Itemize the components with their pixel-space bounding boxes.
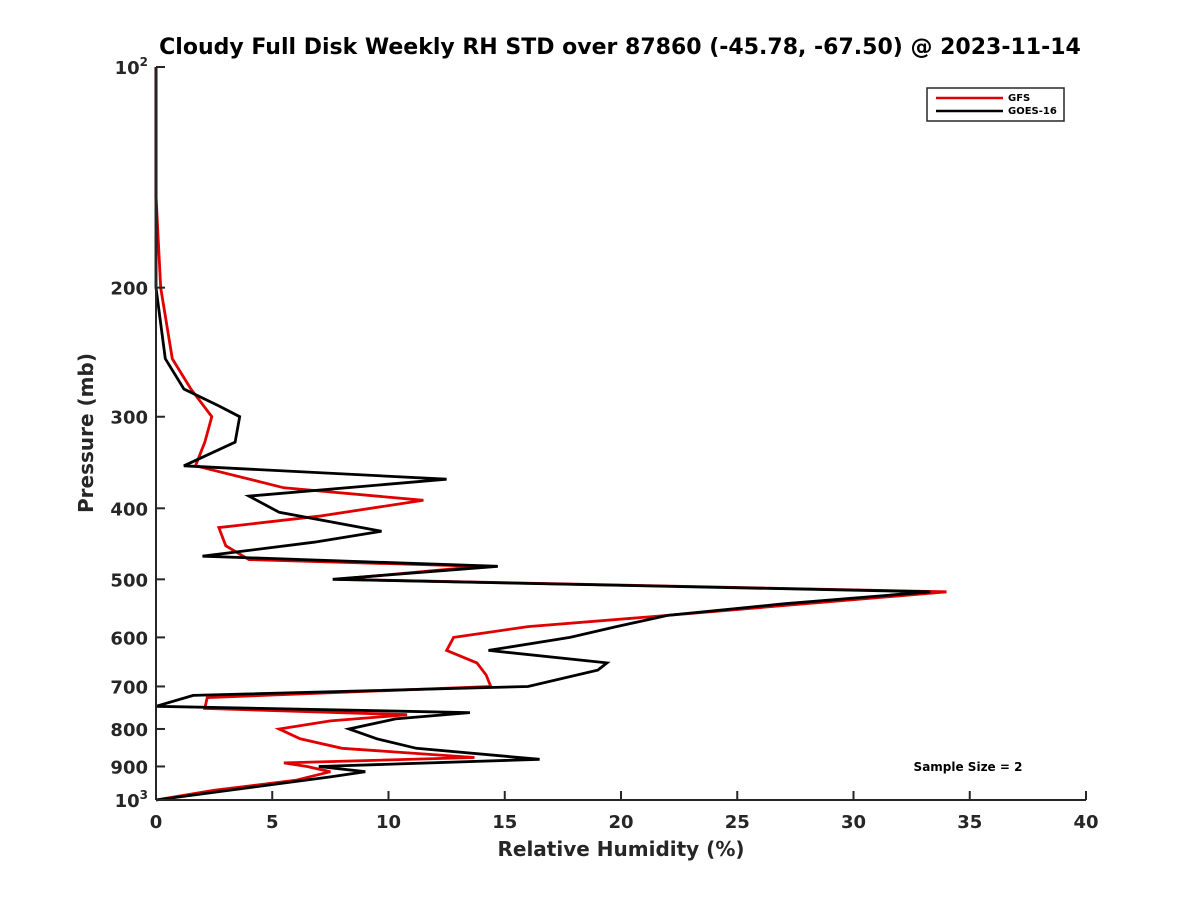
- y-tick-label-exponent: 2: [140, 55, 148, 69]
- chart-title: Cloudy Full Disk Weekly RH STD over 8786…: [159, 35, 1081, 60]
- y-tick-label: 900: [110, 757, 148, 778]
- series-layer: [154, 67, 947, 802]
- x-tick-label: 5: [266, 812, 279, 833]
- x-tick-label: 15: [492, 812, 517, 833]
- series-line-gfs: [154, 67, 947, 802]
- legend-label-goes16: GOES-16: [1008, 106, 1057, 117]
- y-tick-label-base: 200: [110, 279, 148, 300]
- y-tick-label-base: 700: [110, 677, 148, 698]
- y-tick-label: 200: [110, 279, 148, 300]
- legend-box: [926, 87, 1065, 122]
- y-tick-label-base: 900: [110, 757, 148, 778]
- y-tick-label: 400: [110, 499, 148, 520]
- y-tick-label: 102: [115, 55, 148, 79]
- y-tick-label-base: 400: [110, 499, 148, 520]
- x-tick-label: 30: [841, 812, 866, 833]
- y-tick-label: 600: [110, 628, 148, 649]
- sample-size-annotation: Sample Size = 2: [914, 760, 1023, 774]
- y-tick-label: 800: [110, 720, 148, 741]
- x-tick-label: 20: [608, 812, 633, 833]
- plot-area: 0 5 10 15 20 25 30 35 40 10220030040050060070080…: [110, 55, 1098, 833]
- x-axis-label: Relative Humidity (%): [497, 837, 744, 861]
- legend-label-gfs: GFS: [1008, 93, 1030, 104]
- y-tick-label-base: 10: [115, 791, 140, 812]
- x-tick-label: 10: [376, 812, 401, 833]
- y-tick-label: 103: [115, 788, 148, 812]
- y-axis-label: Pressure (mb): [74, 353, 98, 513]
- y-tick-label: 500: [110, 570, 148, 591]
- y-tick-label-base: 500: [110, 570, 148, 591]
- y-tick-label: 300: [110, 408, 148, 429]
- x-axis-ticks: 0 5 10 15 20 25 30 35 40: [150, 791, 1099, 833]
- x-tick-label: 0: [150, 812, 163, 833]
- y-tick-label-base: 300: [110, 408, 148, 429]
- x-tick-label: 40: [1073, 812, 1098, 833]
- legend: GFS GOES-16: [926, 87, 1065, 122]
- series-line-goes16: [154, 67, 931, 802]
- y-tick-label-exponent: 3: [140, 788, 148, 802]
- x-tick-label: 25: [725, 812, 750, 833]
- y-tick-label-base: 800: [110, 720, 148, 741]
- y-tick-label-base: 600: [110, 628, 148, 649]
- y-tick-label: 700: [110, 677, 148, 698]
- y-tick-label-base: 10: [115, 58, 140, 79]
- x-tick-label: 35: [957, 812, 982, 833]
